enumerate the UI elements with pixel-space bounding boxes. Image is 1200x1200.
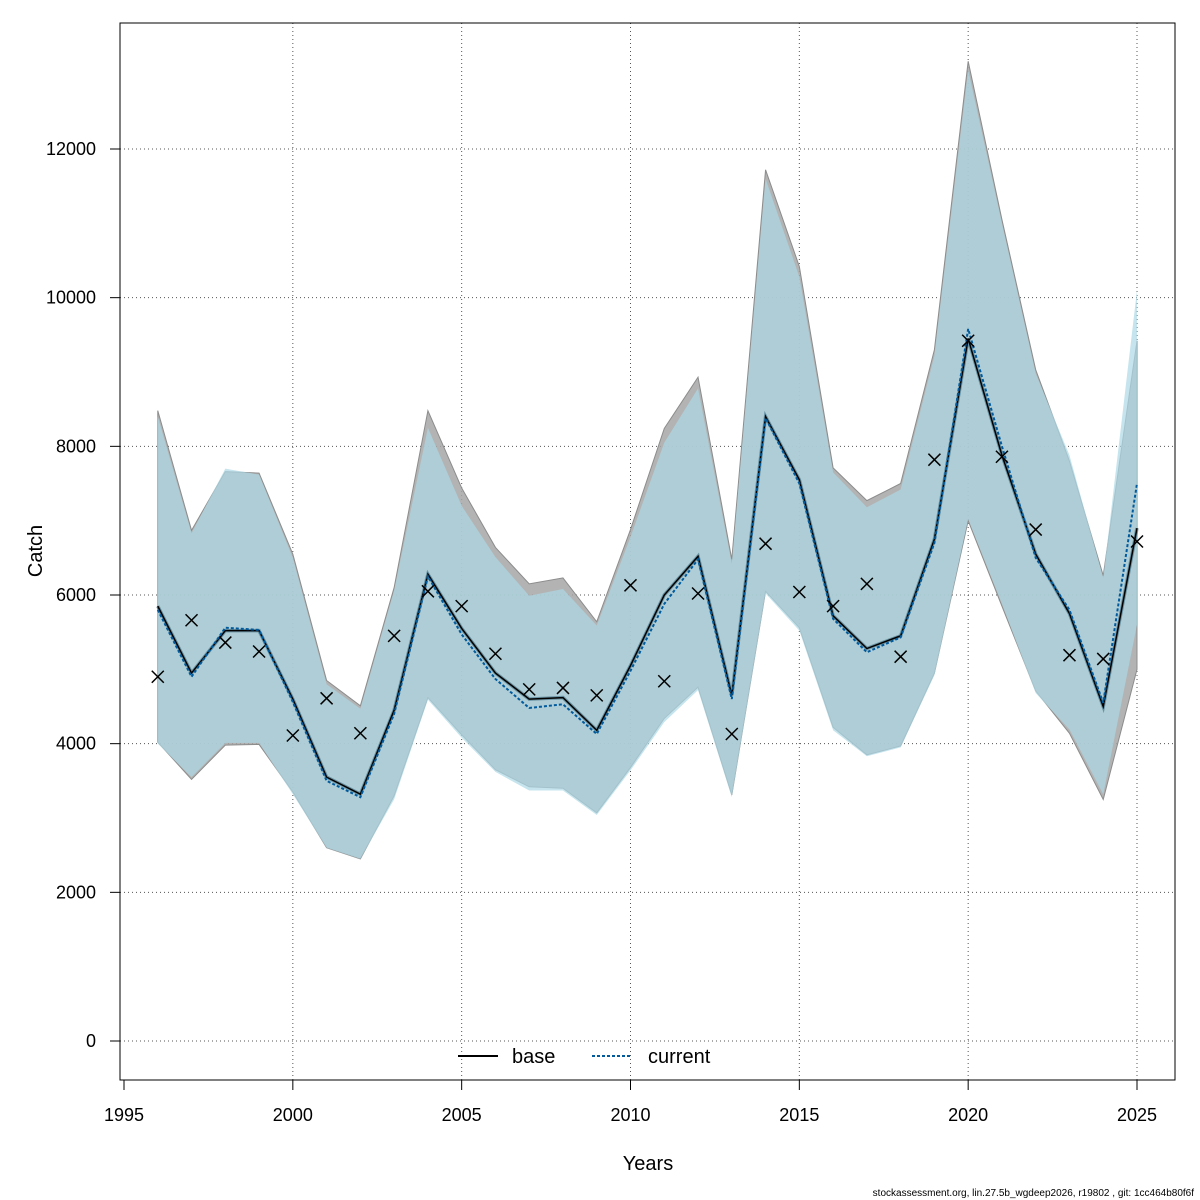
observed-point-2018 [894,650,908,664]
observed-point-stroke-b [657,674,671,688]
observed-point-2011 [657,674,671,688]
observed-point-stroke-b [522,682,536,696]
observed-point-stroke-b [1096,652,1110,666]
x-tick-label-2025: 2025 [1117,1105,1157,1125]
y-axis: 0 2000 4000 6000 8000 10000 12000 [46,139,121,1051]
observed-point-stroke-b [1029,523,1043,537]
y-tick-label-2000: 2000 [56,882,96,902]
observed-point-2017 [860,577,874,591]
observed-point-stroke-b [353,726,367,740]
observed-point-stroke-b [590,688,604,702]
legend: base current [458,1046,711,1068]
series-lines [156,328,1139,799]
observed-point-stroke-b [1130,534,1144,549]
observed-point-2025 [1130,534,1144,549]
observed-point-stroke-b [927,453,941,467]
observed-markers [151,334,1144,743]
observed-point-stroke-b [252,644,266,659]
observed-point-stroke-b [1062,648,1076,662]
observed-point-stroke-b [995,450,1009,464]
x-tick-label-2010: 2010 [610,1105,650,1125]
y-tick-label-10000: 10000 [46,288,96,308]
y-tick-label-0: 0 [86,1031,96,1051]
observed-point-2007 [522,682,536,696]
observed-point-2012 [691,586,705,601]
observed-point-2024 [1096,652,1110,666]
footer-text: stockassessment.org, lin.27.5b_wgdeep202… [873,1188,1195,1199]
observed-point-stroke-b [894,650,908,664]
observed-point-stroke-b [488,647,502,661]
y-axis-title: Catch [25,525,47,577]
y-tick-label-8000: 8000 [56,436,96,456]
y-tick-label-6000: 6000 [56,585,96,605]
band-current [157,70,1137,859]
observed-point-stroke-b [185,613,199,627]
x-axis: 1995 2000 2005 2010 2015 2020 2025 [104,1079,1157,1125]
observed-point-2005 [455,599,469,613]
observed-point-2006 [488,647,502,661]
observed-point-stroke-b [792,585,806,599]
observed-point-stroke-b [623,578,638,592]
observed-point-stroke-b [961,334,975,348]
observed-point-2022 [1029,523,1043,537]
observed-point-2001 [320,691,334,705]
legend-base-label: base [512,1046,555,1068]
observed-point-stroke-b [320,691,334,705]
observed-point-2021 [995,450,1009,464]
observed-point-2002 [353,726,367,740]
observed-point-stroke-b [826,599,840,613]
observed-point-stroke-b [860,577,874,591]
observed-point-2016 [826,599,840,613]
observed-point-2013 [725,727,739,741]
y-tick-label-4000: 4000 [56,734,96,754]
observed-point-stroke-b [725,727,739,741]
observed-point-2009 [590,688,604,702]
observed-point-2015 [792,585,806,599]
x-tick-label-2020: 2020 [948,1105,988,1125]
x-tick-label-2015: 2015 [779,1105,819,1125]
observed-point-1996 [151,670,165,684]
observed-point-stroke-b [556,681,570,695]
observed-point-stroke-b [455,599,469,613]
observed-point-2014 [759,537,773,551]
observed-point-stroke-b [421,584,435,598]
x-tick-label-2000: 2000 [273,1105,313,1125]
observed-point-2020 [961,334,975,348]
observed-point-1999 [252,644,266,659]
x-tick-label-1995: 1995 [104,1105,144,1125]
confidence-bands [157,61,1138,860]
observed-point-stroke-b [759,537,773,551]
observed-point-stroke-b [151,670,165,684]
observed-point-1998 [218,636,232,650]
x-tick-label-2005: 2005 [442,1105,482,1125]
observed-point-2003 [387,629,401,643]
observed-point-stroke-b [286,728,300,743]
line-base [157,338,1138,796]
observed-point-2019 [927,453,941,467]
observed-point-stroke-b [218,636,232,650]
observed-point-2023 [1062,648,1076,662]
x-axis-title: Years [623,1153,673,1175]
y-tick-label-12000: 12000 [46,139,96,159]
legend-current-label: current [648,1046,711,1068]
observed-point-2010 [623,578,638,592]
observed-point-2000 [286,728,300,743]
observed-point-1997 [185,613,199,627]
observed-point-stroke-b [387,629,401,643]
observed-point-2008 [556,681,570,695]
observed-point-2004 [421,584,435,598]
observed-point-stroke-b [691,586,705,601]
